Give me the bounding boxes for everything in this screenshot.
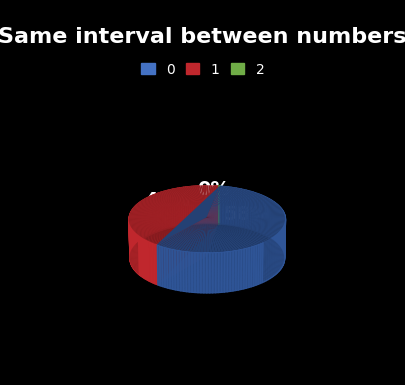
Text: Same interval between numbers: Same interval between numbers bbox=[0, 27, 405, 47]
Legend: 0, 1, 2: 0, 1, 2 bbox=[135, 57, 270, 82]
